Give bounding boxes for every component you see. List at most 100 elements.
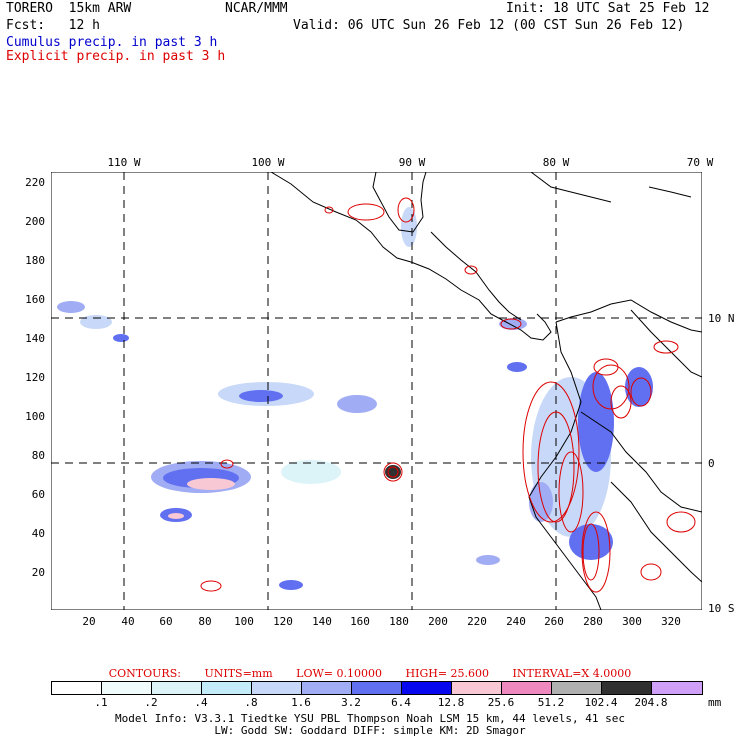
precip-area	[168, 513, 184, 519]
x-tick-60: 60	[159, 615, 172, 628]
precip-area	[187, 478, 235, 490]
country-border	[580, 411, 702, 513]
contours-low: LOW= 0.10000	[296, 667, 382, 680]
legend-label: 25.6	[487, 696, 515, 709]
y-tick-20: 20	[32, 566, 45, 579]
x-tick-200: 200	[428, 615, 448, 628]
hispaniola-coast	[648, 186, 692, 198]
precip-area	[569, 524, 613, 560]
x-tick-40: 40	[121, 615, 134, 628]
legend-label: 102.4	[584, 696, 618, 709]
legend-swatch	[452, 682, 502, 694]
cumulus-precip	[57, 207, 653, 590]
legend-label: .2	[144, 696, 158, 709]
south-america-north-coast	[555, 299, 702, 333]
legend-swatch	[602, 682, 652, 694]
lat-label-10s: 10 S	[708, 602, 735, 615]
contours-high: HIGH= 25.600	[405, 667, 490, 680]
legend-swatch	[102, 682, 152, 694]
y-axis-ticks: 220 200 180 160 140 120 100 80 60 40 20	[25, 176, 45, 579]
contour	[347, 203, 385, 221]
model-info-line1: Model Info: V3.3.1 Tiedtke YSU PBL Thomp…	[115, 712, 625, 725]
precip-area	[279, 580, 303, 590]
precip-area	[401, 207, 417, 247]
organization: NCAR/MMM	[225, 1, 288, 16]
precip-area	[476, 555, 500, 565]
precip-area	[57, 301, 85, 313]
x-tick-300: 300	[622, 615, 642, 628]
legend-label: .4	[194, 696, 208, 709]
y-tick-100: 100	[25, 410, 45, 423]
x-tick-260: 260	[544, 615, 564, 628]
x-tick-20: 20	[82, 615, 95, 628]
y-tick-160: 160	[25, 293, 45, 306]
legend-swatch	[252, 682, 302, 694]
legend-swatch	[552, 682, 602, 694]
legend-label: .8	[244, 696, 258, 709]
y-tick-180: 180	[25, 254, 45, 267]
lon-label-80w: 80 W	[543, 156, 570, 169]
peru-border	[610, 481, 702, 583]
lon-label-70w: 70 W	[687, 156, 714, 169]
contour	[397, 197, 415, 223]
y-tick-200: 200	[25, 215, 45, 228]
contour	[383, 462, 403, 482]
precip-area	[337, 395, 377, 413]
contour	[522, 381, 580, 523]
legend-label: 12.8	[437, 696, 465, 709]
forecast-hour: Fcst: 12 h	[6, 18, 100, 33]
model-name: TORERO 15km ARW	[6, 1, 132, 16]
precip-area	[113, 334, 129, 342]
legend-label: .1	[94, 696, 108, 709]
x-tick-160: 160	[350, 615, 370, 628]
x-tick-320: 320	[661, 615, 681, 628]
x-tick-120: 120	[273, 615, 293, 628]
contours-interval: INTERVAL=X 4.0000	[512, 667, 632, 680]
precip-area	[507, 362, 527, 372]
contour	[653, 340, 679, 354]
contours-info: CONTOURS: UNITS=mm LOW= 0.10000 HIGH= 25…	[0, 667, 740, 680]
color-legend	[51, 681, 703, 695]
precip-area	[499, 318, 527, 330]
model-info-line2: LW: Godd SW: Goddard DIFF: simple KM: 2D…	[214, 724, 526, 737]
contour	[324, 206, 334, 214]
legend-swatch	[352, 682, 402, 694]
legend-label: 6.4	[391, 696, 411, 709]
legend-swatch	[652, 682, 702, 694]
precip-area	[80, 315, 112, 329]
contour	[220, 459, 234, 469]
contour	[592, 364, 630, 410]
cuba-coast	[530, 172, 612, 203]
pacific-coast	[270, 172, 552, 341]
x-tick-220: 220	[467, 615, 487, 628]
x-tick-100: 100	[234, 615, 254, 628]
field-cumulus-label: Cumulus precip. in past 3 h	[6, 35, 218, 50]
lat-lon-grid	[51, 172, 702, 610]
caribbean-coast	[430, 231, 522, 321]
contour	[593, 358, 619, 376]
contour	[537, 411, 575, 523]
valid-time: Valid: 06 UTC Sun 26 Feb 12 (00 CST Sun …	[293, 18, 685, 33]
lon-label-100w: 100 W	[251, 156, 284, 169]
lat-label-10n: 10 N	[708, 312, 735, 325]
x-tick-80: 80	[198, 615, 211, 628]
south-america-west-coast	[528, 321, 602, 610]
legend-swatch	[52, 682, 102, 694]
legend-label: 1.6	[291, 696, 311, 709]
x-tick-240: 240	[506, 615, 526, 628]
contours-units: UNITS=mm	[204, 667, 273, 680]
y-tick-60: 60	[32, 488, 45, 501]
precip-area	[239, 390, 283, 402]
init-time: Init: 18 UTC Sat 25 Feb 12	[506, 1, 710, 16]
legend-label: 3.2	[341, 696, 361, 709]
lon-label-90w: 90 W	[399, 156, 426, 169]
contour	[581, 511, 611, 593]
field-explicit-label: Explicit precip. in past 3 h	[6, 49, 226, 64]
y-tick-120: 120	[25, 371, 45, 384]
contour	[500, 318, 522, 330]
legend-label: 204.8	[634, 696, 668, 709]
legend-label: 51.2	[537, 696, 565, 709]
y-tick-40: 40	[32, 527, 45, 540]
legend-unit: mm	[708, 696, 722, 709]
